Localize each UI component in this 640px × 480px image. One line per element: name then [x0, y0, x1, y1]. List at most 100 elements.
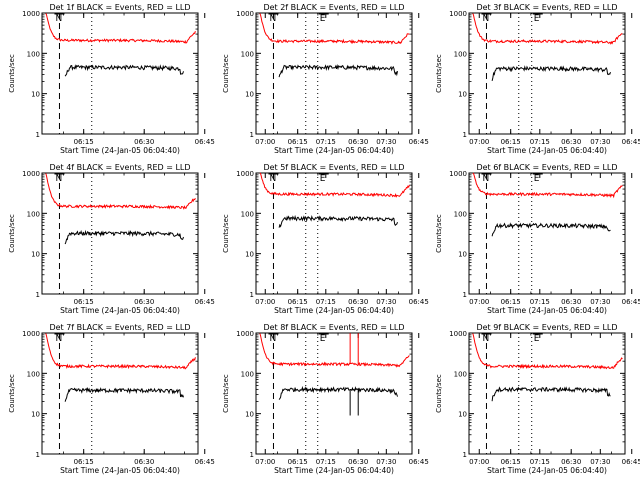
plot-frame — [255, 12, 413, 135]
lld-series-line — [45, 13, 196, 44]
plot-frame — [41, 12, 199, 135]
panel-title: Det 3f BLACK = Events, RED = LLD — [476, 3, 617, 12]
x-tick-label: 07:15 — [316, 138, 336, 146]
events-series-line — [491, 222, 611, 237]
panel-title: Det 7f BLACK = Events, RED = LLD — [49, 323, 190, 332]
marker-n: N — [482, 174, 489, 184]
y-tick-label: 1000 — [22, 170, 40, 178]
x-tick-label: 06:15 — [288, 138, 308, 146]
x-axis-label: Start Time (24-Jan-05 06:04:40) — [274, 466, 394, 475]
marker-e: E — [534, 174, 540, 184]
y-tick-label: 10 — [458, 91, 467, 99]
x-tick-label: 06:15 — [74, 138, 94, 146]
y-tick-label: 100 — [454, 210, 467, 218]
panel-title: Det 8f BLACK = Events, RED = LLD — [263, 323, 404, 332]
y-tick-label: 1000 — [236, 10, 254, 18]
events-series-line — [64, 386, 184, 402]
y-tick-label: 1000 — [22, 10, 40, 18]
panel-5: Det 5f BLACK = Events, RED = LLD11010010… — [222, 163, 610, 315]
x-tick-label: 06:45 — [195, 138, 215, 146]
y-axis-label: Counts/sec — [435, 214, 443, 253]
x-tick-label: 06:45 — [195, 298, 215, 306]
y-tick-label: 10 — [245, 251, 254, 259]
marker-e: E — [320, 334, 326, 344]
y-tick-label: 1 — [463, 291, 467, 299]
y-tick-label: 1000 — [236, 170, 254, 178]
y-tick-label: 1000 — [449, 330, 467, 338]
y-tick-label: 100 — [454, 50, 467, 58]
x-tick-label: 06:15 — [501, 138, 521, 146]
x-tick-label: 07:00 — [255, 458, 275, 466]
x-tick-label: 06:45 — [622, 458, 640, 466]
lld-series-line — [472, 172, 623, 199]
panel-title: Det 4f BLACK = Events, RED = LLD — [49, 163, 190, 172]
y-tick-label: 10 — [31, 251, 40, 259]
x-tick-label: 07:00 — [469, 458, 489, 466]
y-tick-label: 100 — [27, 50, 40, 58]
lld-series-line — [259, 13, 410, 45]
x-tick-label: 06:45 — [409, 458, 429, 466]
marker-n: N — [482, 14, 489, 24]
y-tick-label: 10 — [245, 91, 254, 99]
y-tick-label: 1 — [36, 131, 40, 139]
y-tick-label: 1 — [250, 291, 254, 299]
panel-6: Det 6f BLACK = Events, RED = LLD 1 10 100 10… — [435, 163, 640, 315]
marker-n: N — [55, 174, 62, 184]
events-series-line — [64, 229, 184, 245]
events-series-line — [491, 386, 611, 402]
y-tick-label: 10 — [31, 411, 40, 419]
panel-title: Det 1f BLACK = Events, RED = LLD — [49, 3, 190, 12]
x-axis-label: Start Time (24-Jan-05 06:04:40) — [274, 306, 394, 315]
marker-e: E — [534, 334, 540, 344]
plot-frame — [255, 332, 413, 455]
x-tick-label: 07:30 — [590, 458, 610, 466]
plot-frame — [41, 172, 199, 295]
x-tick-label: 06:45 — [622, 138, 640, 146]
marker-e: E — [320, 14, 326, 24]
y-tick-label: 10 — [31, 91, 40, 99]
marker-e: E — [320, 174, 326, 184]
y-axis-label: Counts/sec — [8, 374, 16, 413]
events-series-line — [278, 63, 398, 78]
events-series-line — [278, 214, 398, 228]
y-axis-label: Counts/sec — [435, 54, 443, 93]
y-tick-label: 100 — [454, 370, 467, 378]
lld-series-line — [259, 333, 410, 368]
events-series-line — [491, 65, 611, 82]
y-axis-label: Counts/sec — [222, 214, 230, 253]
x-tick-label: 07:30 — [590, 298, 610, 306]
y-tick-label: 10 — [245, 411, 254, 419]
x-tick-label: 07:00 — [255, 298, 275, 306]
plot-frame — [255, 172, 413, 295]
x-tick-label: 06:30 — [134, 458, 154, 466]
x-axis-label: Start Time (24-Jan-05 06:04:40) — [487, 146, 607, 155]
panel-1: Det 1f BLACK = Events, RED = LLD 1 10 100 10… — [8, 3, 396, 155]
y-tick-label: 10 — [458, 251, 467, 259]
events-series-line — [278, 385, 398, 400]
x-tick-label: 07:00 — [469, 298, 489, 306]
marker-n: N — [269, 174, 276, 184]
x-tick-label: 06:30 — [348, 298, 368, 306]
lld-series-line — [472, 13, 623, 45]
plot-frame — [468, 172, 626, 295]
y-tick-label: 1000 — [449, 170, 467, 178]
x-tick-label: 07:30 — [376, 138, 396, 146]
x-tick-label: 06:15 — [288, 298, 308, 306]
x-tick-label: 06:15 — [501, 458, 521, 466]
marker-e: E — [534, 14, 540, 24]
x-axis-label: Start Time (24-Jan-05 06:04:40) — [487, 466, 607, 475]
y-tick-label: 100 — [241, 370, 254, 378]
x-axis-label: Start Time (24-Jan-05 06:04:40) — [60, 466, 180, 475]
plot-frame — [468, 12, 626, 135]
x-tick-label: 06:30 — [134, 138, 154, 146]
y-tick-label: 100 — [27, 370, 40, 378]
marker-n: N — [269, 334, 276, 344]
y-tick-label: 10 — [458, 411, 467, 419]
x-tick-label: 06:45 — [409, 138, 429, 146]
x-tick-label: 06:15 — [74, 458, 94, 466]
y-tick-label: 100 — [241, 210, 254, 218]
x-tick-label: 07:15 — [316, 298, 336, 306]
x-axis-label: Start Time (24-Jan-05 06:04:40) — [60, 146, 180, 155]
lld-series-line — [45, 333, 196, 370]
